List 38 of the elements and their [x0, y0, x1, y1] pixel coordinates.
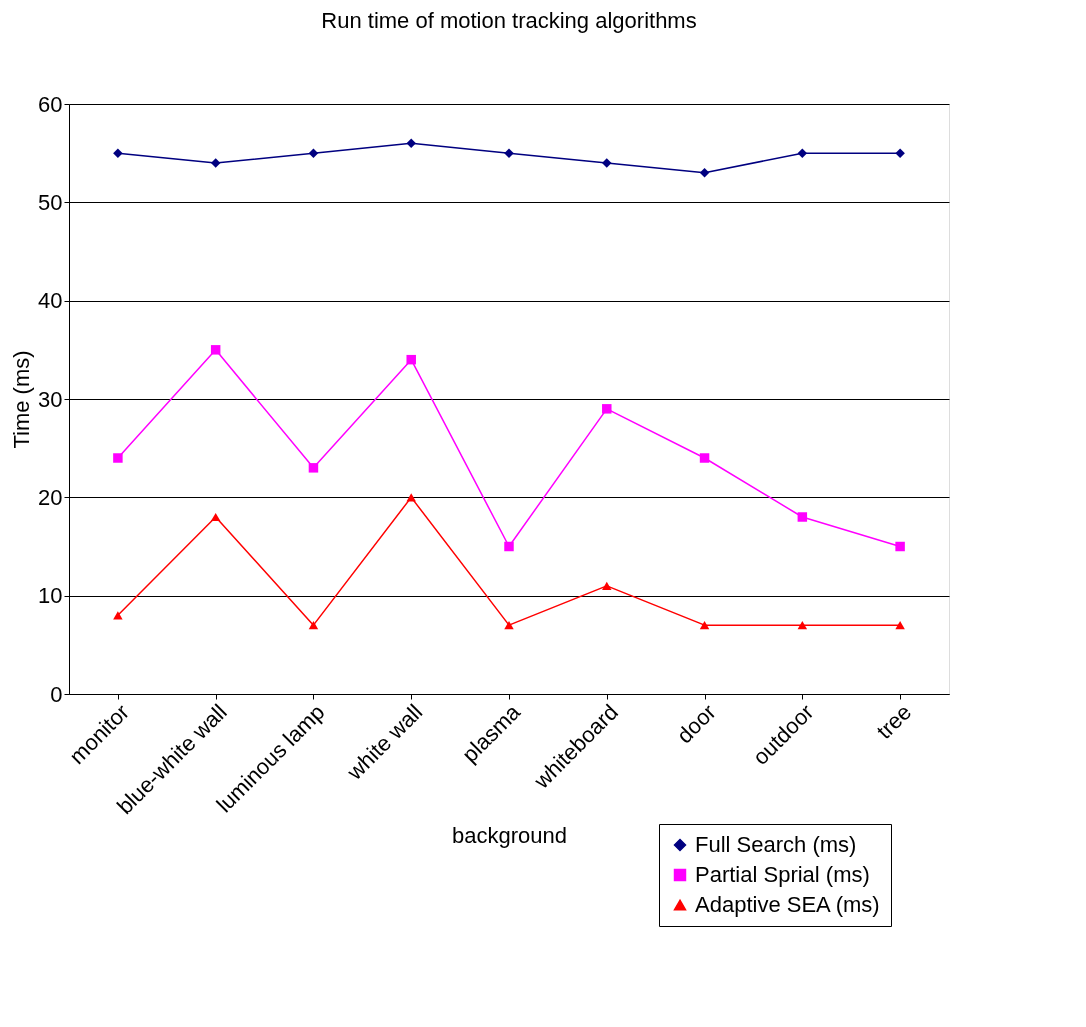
point — [699, 168, 710, 178]
point — [210, 158, 221, 168]
point — [797, 512, 808, 522]
point — [406, 493, 416, 502]
point — [504, 621, 514, 630]
point — [210, 345, 221, 355]
y-tick-label: 0 — [50, 681, 63, 707]
y-tick-label: 50 — [38, 189, 63, 215]
x-axis-title: background — [452, 823, 567, 849]
point — [895, 621, 905, 630]
point — [308, 463, 319, 473]
point — [308, 621, 319, 630]
legend-label: Full Search (ms) — [695, 832, 857, 857]
point — [308, 148, 319, 158]
point — [210, 512, 221, 522]
point — [699, 453, 710, 463]
point — [113, 148, 123, 158]
y-tick-label: 60 — [38, 91, 63, 117]
y-tick-label: 10 — [38, 583, 63, 609]
point — [113, 453, 123, 463]
point — [797, 148, 808, 158]
y-tick-label: 30 — [38, 386, 63, 412]
legend-label: Adaptive SEA (ms) — [695, 892, 880, 917]
point — [406, 354, 416, 365]
point — [895, 541, 905, 552]
legend-label: Partial Sprial (ms) — [695, 862, 870, 887]
chart-title: Run time of motion tracking algorithms — [321, 8, 697, 33]
point — [699, 621, 710, 630]
point — [895, 148, 905, 158]
x-tick-label: tree — [871, 699, 917, 744]
y-tick-label: 20 — [38, 484, 63, 510]
y-tick-label: 40 — [38, 288, 63, 314]
y-axis-title: Time (ms) — [9, 350, 35, 449]
point — [602, 404, 612, 414]
point — [504, 541, 514, 552]
point — [406, 138, 416, 149]
point — [602, 581, 612, 590]
point — [797, 621, 808, 630]
